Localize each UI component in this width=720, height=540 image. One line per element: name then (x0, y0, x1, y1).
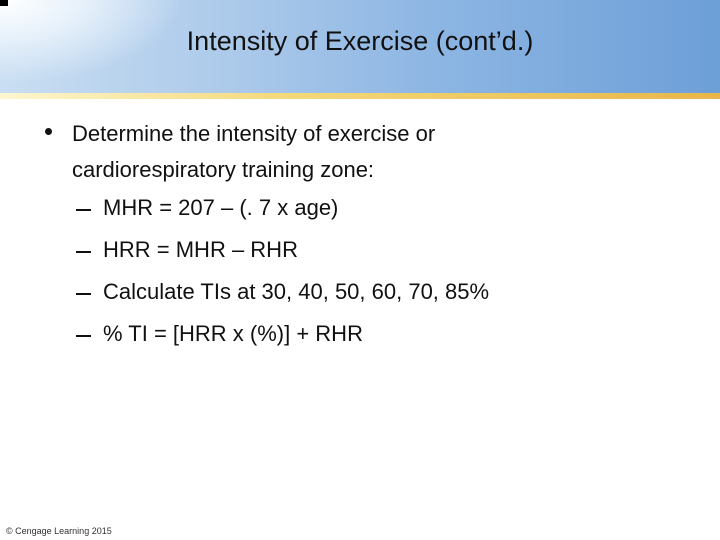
header-band (0, 0, 720, 96)
sub-bullet: MHR = 207 – (. 7 x age) (103, 195, 339, 220)
dash-marker (76, 293, 91, 295)
copyright: © Cengage Learning 2015 (6, 526, 112, 536)
bullet-text: Determine the intensity of exercise or c… (72, 121, 436, 182)
dash-marker (76, 251, 91, 253)
sub-bullet: HRR = MHR – RHR (103, 237, 298, 262)
corner-mark (0, 0, 8, 6)
bullet-marker (45, 128, 52, 135)
dash-marker (76, 209, 91, 211)
sub-bullet: % TI = [HRR x (%)] + RHR (103, 321, 363, 346)
header-rule (0, 93, 720, 99)
dash-marker (76, 335, 91, 337)
sub-bullet: Calculate TIs at 30, 40, 50, 60, 70, 85% (103, 279, 490, 304)
slide-title: Intensity of Exercise (cont’d.) (186, 26, 534, 56)
